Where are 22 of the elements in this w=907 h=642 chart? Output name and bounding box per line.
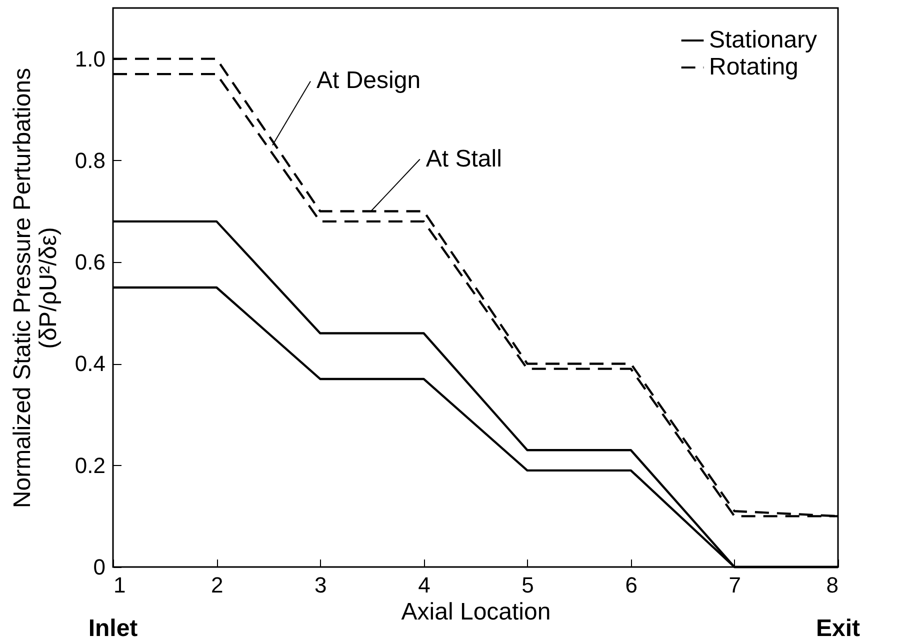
y-tick-label: 0.8 <box>74 148 106 173</box>
legend-label: Stationary <box>709 26 818 54</box>
y-tick-label: 0 <box>93 554 106 580</box>
x-tick-label: 8 <box>826 572 838 598</box>
y-tick-label: 0.4 <box>74 351 106 376</box>
text: Inlet <box>88 615 138 642</box>
x-tick-label: 1 <box>114 572 126 598</box>
legend-label: Rotating <box>709 54 798 80</box>
y-tick-label: 0.2 <box>74 452 106 478</box>
annotation: At Stall <box>426 145 502 172</box>
x-tick-label: 6 <box>625 572 638 598</box>
annotation: At Design <box>316 67 421 94</box>
text: Exit <box>816 615 860 642</box>
x-tick-label: 7 <box>728 572 742 598</box>
x-tick-label: 2 <box>210 572 224 598</box>
y-tick-label: 1.0 <box>74 46 106 72</box>
x-axis-title: Axial Location <box>401 598 551 626</box>
x-tick-label: 4 <box>418 572 430 598</box>
x-tick-label: 3 <box>314 572 327 598</box>
y-axis-title: Normalized Static Pressure Perturbations (δP/ρU²/δε) <box>8 68 62 508</box>
x-tick-label: 5 <box>522 572 534 598</box>
y-tick-label: 0.6 <box>74 250 106 275</box>
